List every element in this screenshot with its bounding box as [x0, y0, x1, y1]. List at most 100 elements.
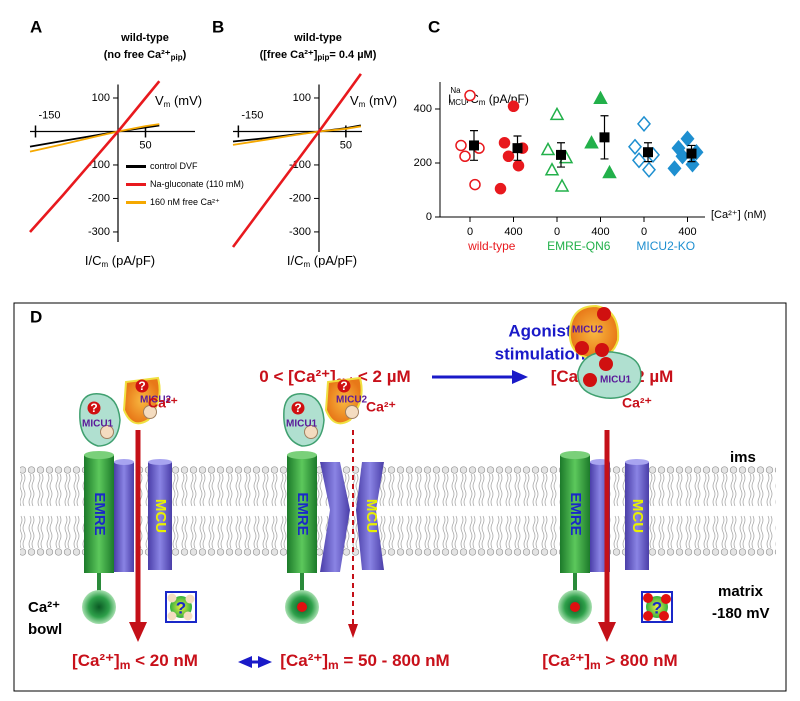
point [554, 178, 570, 192]
chart-subtitle: (no free Ca²⁺pip) [104, 49, 187, 62]
point [642, 161, 656, 178]
chart-subtitle: ([free Ca²⁺]pip= 0.4 µM) [260, 49, 377, 62]
arrowhead [258, 656, 272, 668]
y-tick-label: -200 [289, 192, 311, 204]
ion-label: Ca²⁺ [148, 395, 178, 411]
uniporter-active: EMRE MCU MICU2 MICU1 Ca²⁺ ? [558, 304, 673, 642]
stimulus-label: Agonist [508, 321, 572, 340]
protein-label: MICU1 [600, 375, 632, 386]
mean-marker [512, 143, 523, 154]
panel-label: D [30, 307, 42, 326]
matrix-state: [Ca²⁺]m < 20 nM [72, 651, 198, 672]
point [667, 160, 682, 177]
x-axis-label: [Ca²⁺] (nM) [711, 209, 766, 221]
y-tick-label: -100 [289, 159, 311, 171]
point [540, 141, 556, 156]
x-axis-label: Vm (mV) [155, 93, 202, 109]
matrix-state: [Ca²⁺]m = 50 - 800 nM [280, 651, 449, 672]
x-tick-label: 400 [678, 226, 696, 238]
mean-marker [599, 132, 610, 143]
point [680, 130, 695, 147]
point [512, 159, 525, 172]
protein-label: MICU2 [140, 395, 172, 406]
point [464, 89, 476, 102]
mean-marker [686, 148, 697, 159]
point [593, 90, 608, 104]
x-tick-label: 400 [591, 226, 609, 238]
y-tick-label: -300 [88, 226, 110, 238]
y-axis-label: I/Cm (pA/pF) [287, 253, 357, 269]
protein-label: EMRE [567, 492, 584, 535]
protein-label: MICU2 [572, 325, 604, 336]
chart-title: wild-type [293, 32, 342, 44]
compartment-label: ims [730, 449, 756, 466]
panel-frame [13, 302, 787, 692]
protein-label: MICU1 [286, 419, 318, 430]
series-line [29, 80, 161, 233]
panel-label: B [212, 17, 224, 36]
unknown-mark: ? [90, 401, 97, 415]
y-tick-label: 100 [293, 92, 311, 104]
point [498, 137, 511, 149]
point [584, 135, 599, 149]
unknown-mark: ? [138, 379, 145, 393]
protein-label: MICU2 [336, 395, 368, 406]
protein-label: MCU [152, 499, 169, 533]
y-tick-label: -200 [88, 192, 110, 204]
x-tick-label: 0 [467, 226, 473, 238]
group-label: MICU2-KO [636, 239, 695, 253]
protein-label: EMRE [91, 492, 108, 535]
point [459, 150, 471, 162]
point [549, 106, 565, 121]
y-tick-label: 400 [414, 103, 432, 115]
membrane [20, 466, 776, 556]
y-tick-label: 0 [426, 211, 432, 223]
arrowhead [512, 370, 528, 384]
panel-label: A [30, 17, 42, 36]
stimulus-label: stimulation [495, 344, 586, 363]
unknown-mark: ? [652, 598, 662, 617]
x-tick-label: -150 [241, 109, 263, 121]
point [637, 115, 651, 133]
x-tick-label: 0 [554, 226, 560, 238]
bowl-label: bowl [28, 621, 62, 638]
point [507, 100, 520, 113]
mean-marker [469, 140, 479, 151]
mean-marker [556, 149, 566, 160]
ion-label: Ca²⁺ [366, 399, 396, 415]
ion-label: Ca²⁺ [622, 395, 652, 411]
bowl-label: Ca²⁺ [28, 599, 60, 616]
protein-label: EMRE [294, 492, 311, 535]
legend-label: control DVF [150, 161, 198, 171]
uniporter-resting: EMRE MCU ? ? MICU2 MICU1 Ca²⁺ ? [79, 376, 197, 642]
group-label: EMRE-QN6 [547, 239, 611, 253]
protein-label: MCU [363, 499, 380, 533]
point [628, 138, 642, 155]
series-line [232, 125, 362, 146]
protein-label: MICU1 [82, 419, 114, 430]
x-tick-label: 400 [504, 226, 522, 238]
y-tick-label: -300 [289, 226, 311, 238]
x-tick-label: -150 [38, 109, 60, 121]
series-line [231, 73, 362, 248]
point [632, 152, 646, 169]
y-tick-label: 100 [92, 92, 110, 104]
point [602, 164, 617, 179]
unknown-mark: ? [294, 401, 301, 415]
unknown-mark: ? [176, 598, 186, 617]
unknown-mark: ? [340, 379, 347, 393]
legend-label: 160 nM free Ca²⁺ [150, 197, 220, 207]
chart-title: wild-type [120, 32, 169, 44]
point [494, 182, 507, 195]
group-label: wild-type [467, 239, 516, 253]
legend-label: Na-gluconate (110 mM) [150, 179, 244, 189]
series-line [29, 123, 160, 153]
panel-label: C [428, 17, 440, 36]
point [502, 150, 515, 162]
point [469, 178, 481, 191]
point [544, 162, 560, 176]
point [455, 139, 467, 152]
protein-label: MCU [629, 499, 646, 533]
x-tick-label: 50 [340, 139, 352, 151]
